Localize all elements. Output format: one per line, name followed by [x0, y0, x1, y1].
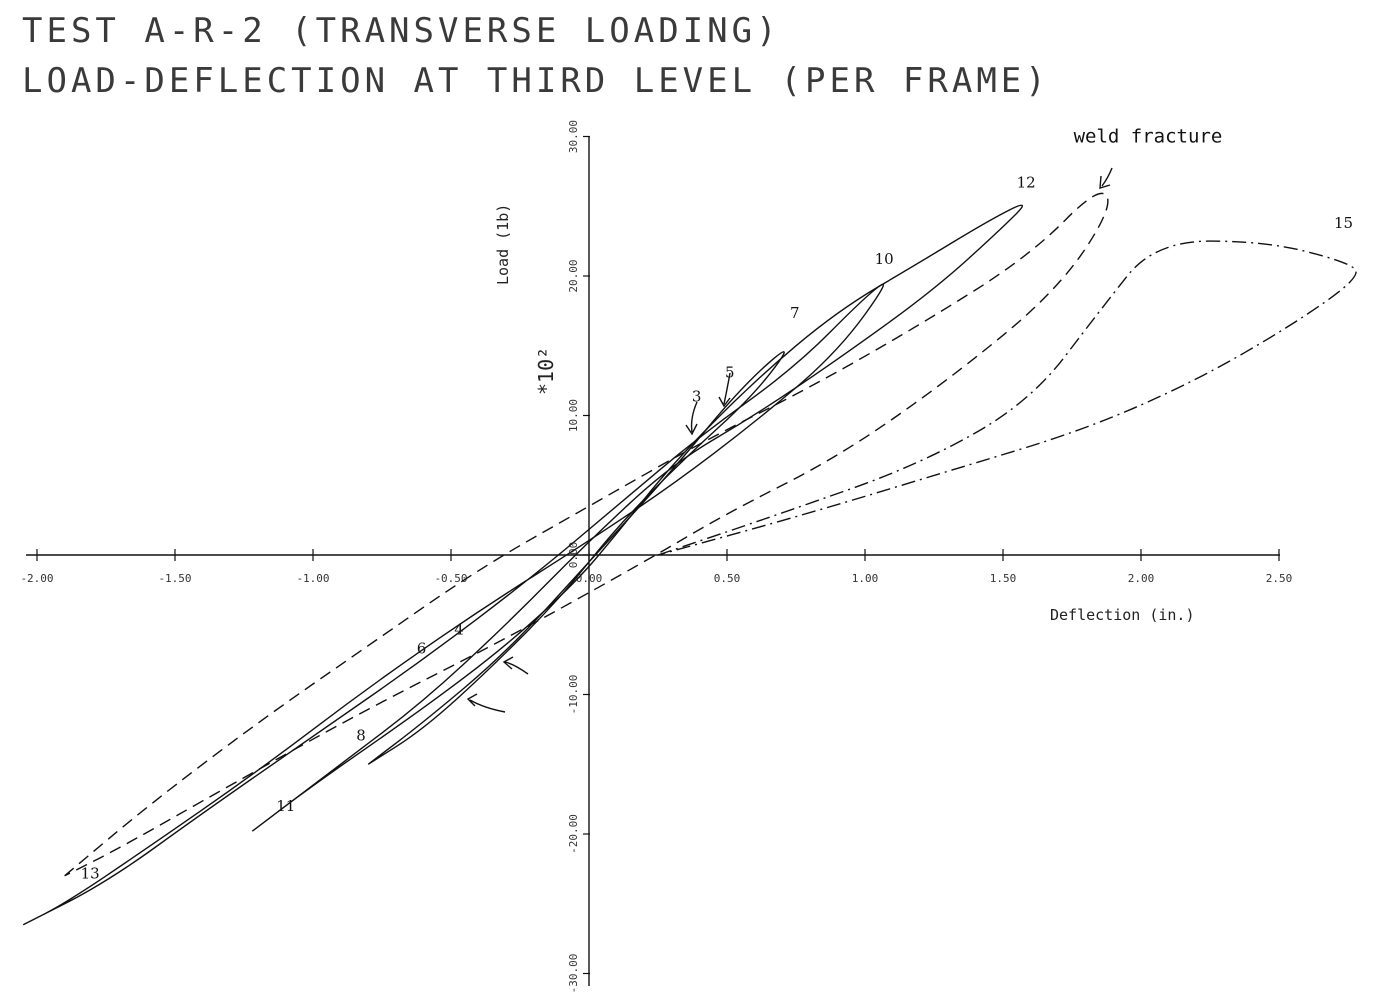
- y-tick-label: -20.00: [567, 814, 580, 854]
- x-tick-label: 0.00: [576, 572, 603, 585]
- hysteresis-loop-series: [367, 351, 785, 765]
- y-multiplier-label: *10²: [534, 347, 558, 395]
- hysteresis-loop-series: [251, 204, 1023, 832]
- x-tick-label: -2.00: [20, 572, 53, 585]
- chart-title: TEST A-R-2 (TRANSVERSE LOADING): [22, 11, 781, 51]
- y-tick-label: 20.00: [567, 259, 580, 292]
- hysteresis-loop-series: [22, 283, 885, 926]
- hysteresis-loop-series: [657, 240, 1357, 556]
- y-tick-label: 10.00: [567, 399, 580, 432]
- curve-annotation: 12: [1017, 173, 1036, 191]
- curve-annotation: 13: [81, 865, 100, 883]
- arrow-5: [718, 372, 731, 408]
- arrow-weld: [1099, 167, 1113, 189]
- hysteresis-loop-series: [64, 192, 1109, 877]
- curve-annotation: 7: [790, 304, 800, 322]
- curve-annotation: 8: [356, 726, 366, 744]
- arrow-3: [685, 401, 698, 436]
- x-tick-label: -1.00: [296, 572, 329, 585]
- ticks-group: -2.00 -1.50 -1.00 -0.50 0.00 0.50 1.00 1.50 2.00…: [20, 120, 1292, 992]
- y-tick-label: -30.00: [567, 954, 580, 992]
- x-tick-label: 0.50: [714, 572, 741, 585]
- arrow-4: [502, 656, 529, 675]
- axes-group: [26, 136, 1280, 986]
- curve-annotation: 5: [725, 364, 735, 382]
- curves-group: [22, 192, 1357, 926]
- x-tick-label: -1.50: [158, 572, 191, 585]
- x-tick-label: 2.00: [1128, 572, 1155, 585]
- x-tick-label: -0.50: [434, 572, 467, 585]
- y-axis-label: Load (1b): [494, 204, 512, 285]
- curve-annotation: 6: [417, 640, 427, 658]
- curve-annotation: weld fracture: [1074, 125, 1223, 147]
- x-tick-label: 2.50: [1266, 572, 1293, 585]
- curve-annotation: 3: [692, 387, 702, 405]
- curve-annotation: 15: [1334, 214, 1353, 232]
- y-tick-label: -10.00: [567, 675, 580, 715]
- arrow-6: [466, 693, 506, 713]
- curve-annotation: 10: [875, 250, 894, 268]
- curve-annotation: 4: [454, 621, 464, 639]
- arrows-group: [466, 167, 1113, 713]
- x-tick-label: 1.50: [990, 572, 1017, 585]
- curve-annotation: 11: [276, 797, 295, 815]
- x-axis-label: Deflection (in.): [1050, 606, 1195, 624]
- annotations-group: 3 4 5 6 7 8 10 11 12 13 15 weld fracture: [81, 125, 1353, 882]
- x-tick-label: 1.00: [852, 572, 879, 585]
- chart-subtitle: LOAD-DEFLECTION AT THIRD LEVEL (PER FRAM…: [22, 61, 1050, 101]
- y-tick-label: 30.00: [567, 120, 580, 153]
